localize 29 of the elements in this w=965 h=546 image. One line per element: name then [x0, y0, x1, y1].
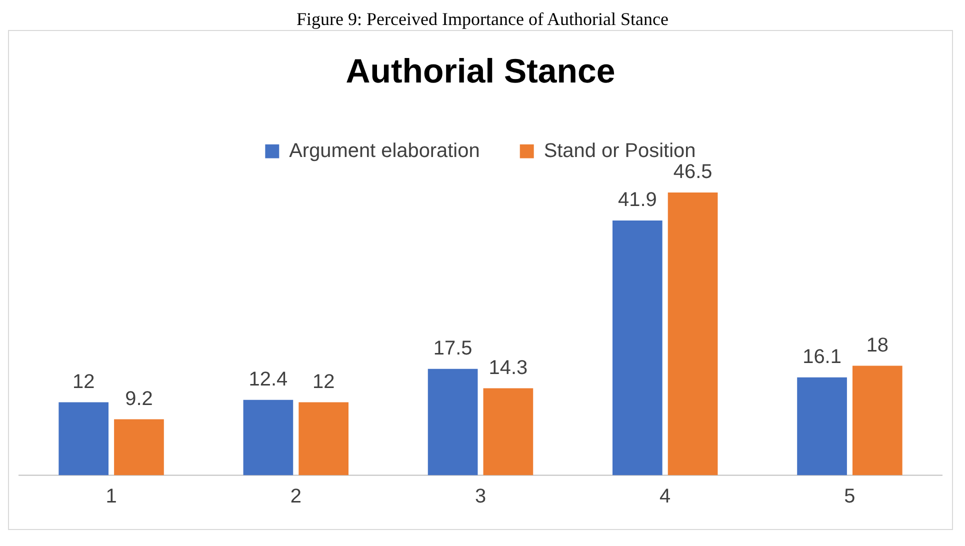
data-label: 9.2: [125, 388, 153, 410]
bar: [483, 388, 534, 476]
x-tick-label: 5: [844, 486, 856, 508]
data-label: 14.3: [488, 356, 528, 379]
bar: [114, 419, 164, 476]
data-label: 12: [72, 370, 95, 393]
legend-label: Argument elaboration: [289, 140, 480, 162]
bar: [58, 402, 109, 476]
caption: Figure 9: Perceived Importance of Authorial Stance: [296, 8, 670, 30]
x-tick-label: 4: [660, 486, 671, 508]
bar: [612, 220, 662, 476]
legend-label: Stand or Position: [544, 140, 696, 162]
data-label: 18: [866, 334, 889, 356]
data-label: 41.9: [618, 189, 657, 212]
bar: [298, 402, 349, 476]
bar: [852, 366, 902, 476]
bar: [428, 368, 478, 476]
x-tick-label: 3: [474, 486, 486, 508]
x-tick-label: 1: [106, 486, 117, 508]
data-label: 12.4: [248, 368, 288, 390]
data-label: 16.1: [802, 346, 842, 368]
bar: [797, 377, 847, 476]
bar: [668, 192, 718, 476]
data-label: 46.5: [673, 161, 712, 184]
data-label: 17.5: [433, 337, 472, 360]
bar: [243, 400, 294, 476]
chart-title: Authorial Stance: [346, 52, 616, 91]
data-label: 12: [312, 370, 335, 393]
x-tick-label: 2: [290, 486, 302, 508]
